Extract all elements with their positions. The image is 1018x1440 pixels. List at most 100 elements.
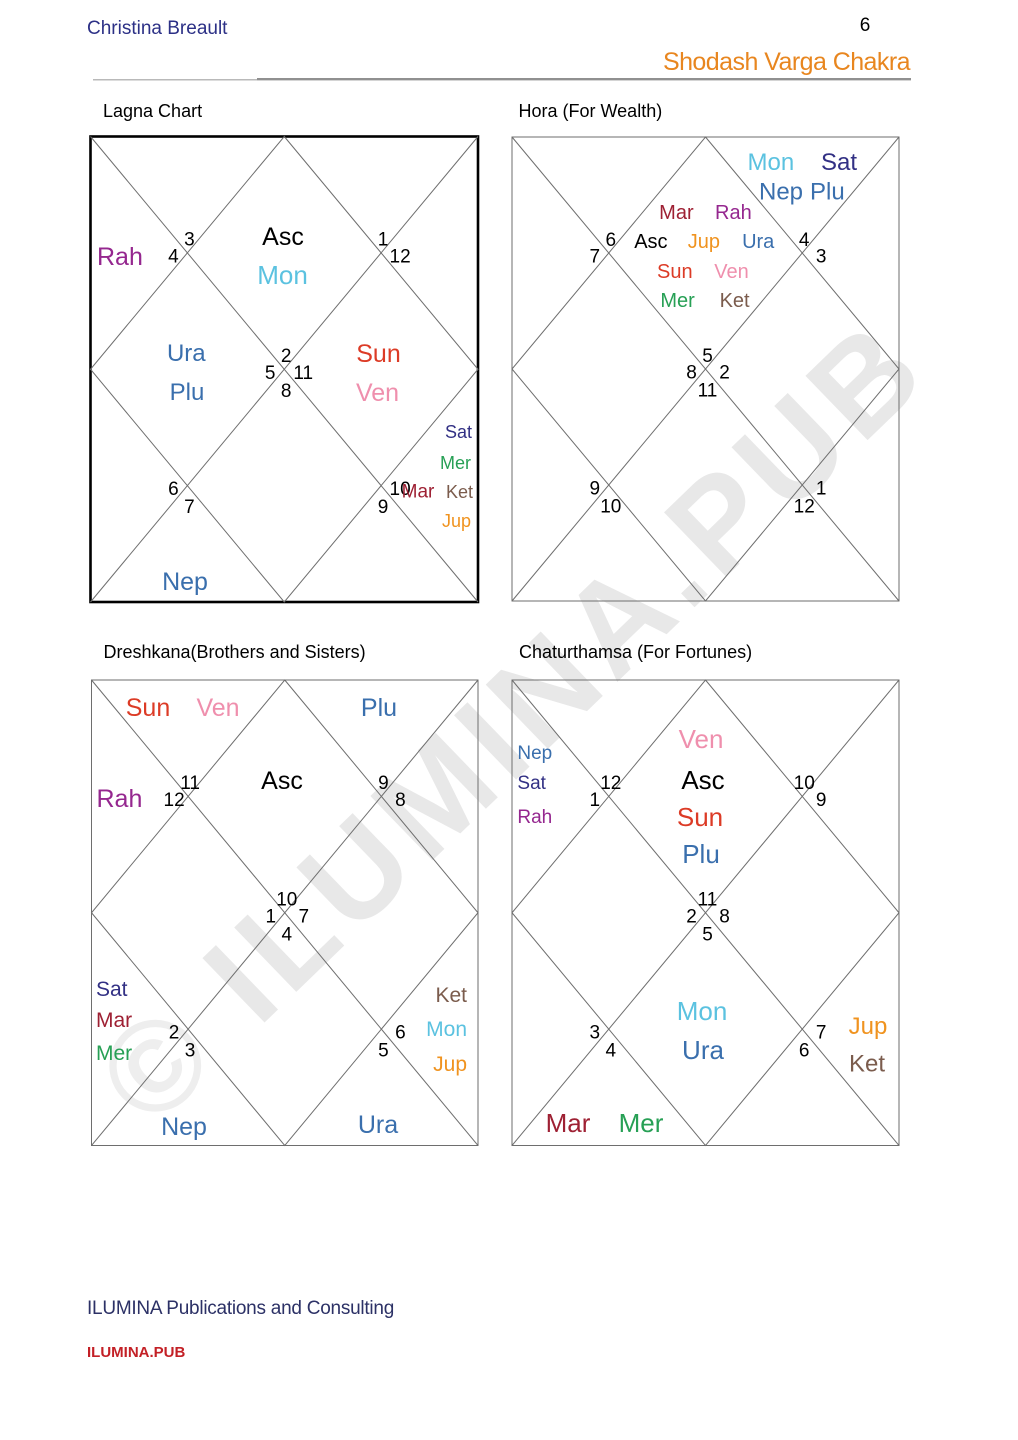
svg-text:11: 11 [698, 381, 718, 402]
svg-text:Ven: Ven [196, 694, 239, 722]
svg-text:Rah: Rah [517, 807, 552, 828]
svg-text:Jup: Jup [849, 1013, 888, 1040]
svg-text:6: 6 [799, 1041, 810, 1062]
svg-text:Ven: Ven [356, 379, 399, 407]
svg-text:11: 11 [293, 363, 313, 384]
svg-text:6: 6 [395, 1023, 406, 1044]
svg-text:7: 7 [299, 906, 310, 927]
svg-text:Ura: Ura [742, 231, 775, 253]
svg-text:Plu: Plu [170, 379, 205, 406]
svg-text:Chaturthamsa (For Fortunes): Chaturthamsa (For Fortunes) [519, 642, 752, 662]
svg-text:Christina Breault: Christina Breault [87, 18, 228, 39]
svg-text:Asc: Asc [681, 765, 724, 795]
svg-text:Mer: Mer [660, 290, 695, 312]
svg-text:Hora (For Wealth): Hora (For Wealth) [519, 101, 663, 121]
svg-text:6: 6 [860, 15, 871, 36]
svg-text:Nep: Nep [162, 568, 208, 596]
svg-text:2: 2 [686, 906, 697, 927]
svg-text:1: 1 [816, 479, 827, 500]
svg-text:Nep: Nep [517, 743, 552, 764]
svg-text:8: 8 [719, 906, 730, 927]
svg-text:Sun: Sun [677, 802, 723, 832]
svg-text:Ura: Ura [167, 340, 206, 367]
svg-text:Mon: Mon [426, 1018, 467, 1041]
svg-text:Asc: Asc [634, 231, 667, 253]
svg-text:2: 2 [281, 346, 292, 367]
svg-text:ILUMINA.PUB: ILUMINA.PUB [87, 1344, 185, 1361]
svg-text:8: 8 [281, 381, 292, 402]
svg-text:3: 3 [816, 247, 827, 268]
svg-text:Mon: Mon [257, 260, 308, 290]
svg-text:10: 10 [794, 773, 815, 794]
svg-text:10: 10 [390, 479, 411, 500]
svg-text:Ura: Ura [358, 1111, 398, 1139]
svg-text:Sun: Sun [126, 694, 170, 722]
svg-text:Sat: Sat [821, 149, 857, 176]
svg-text:Mer: Mer [440, 453, 471, 473]
svg-text:Asc: Asc [261, 767, 303, 795]
svg-text:4: 4 [606, 1041, 617, 1062]
svg-text:11: 11 [698, 890, 718, 911]
svg-text:Lagna Chart: Lagna Chart [103, 101, 202, 121]
svg-text:8: 8 [395, 790, 406, 811]
svg-text:9: 9 [378, 497, 389, 518]
svg-text:5: 5 [265, 363, 276, 384]
svg-text:7: 7 [816, 1023, 827, 1044]
svg-text:9: 9 [816, 790, 827, 811]
svg-text:12: 12 [164, 790, 185, 811]
svg-text:3: 3 [185, 1041, 196, 1062]
svg-text:4: 4 [282, 924, 293, 945]
svg-text:2: 2 [719, 363, 730, 384]
svg-text:Sun: Sun [356, 340, 400, 368]
svg-text:Sat: Sat [445, 422, 472, 442]
svg-text:4: 4 [799, 230, 810, 251]
svg-text:Sun: Sun [657, 261, 693, 283]
svg-text:Jup: Jup [433, 1053, 467, 1076]
svg-text:Mar: Mar [546, 1108, 591, 1138]
svg-text:1: 1 [266, 906, 277, 927]
svg-text:Jup: Jup [442, 511, 471, 531]
svg-text:Mar: Mar [96, 1009, 132, 1032]
svg-text:Jup: Jup [688, 231, 720, 253]
svg-text:Ket: Ket [435, 984, 467, 1007]
svg-text:Dreshkana(Brothers and Sisters: Dreshkana(Brothers and Sisters) [104, 642, 366, 662]
svg-text:10: 10 [276, 890, 297, 911]
svg-text:Ket: Ket [849, 1051, 885, 1078]
svg-text:Ven: Ven [679, 724, 724, 754]
svg-text:Mer: Mer [619, 1108, 664, 1138]
svg-text:ILUMINA Publications and Consu: ILUMINA Publications and Consulting [87, 1298, 394, 1319]
svg-text:Sat: Sat [96, 978, 128, 1001]
svg-text:Mar: Mar [402, 482, 435, 503]
svg-text:12: 12 [794, 497, 815, 518]
svg-text:9: 9 [378, 773, 389, 794]
svg-text:Shodash Varga Chakra: Shodash Varga Chakra [663, 48, 911, 76]
svg-text:12: 12 [390, 247, 411, 268]
svg-text:2: 2 [169, 1023, 180, 1044]
svg-text:Asc: Asc [262, 223, 304, 251]
svg-text:Ket: Ket [446, 482, 473, 502]
svg-text:1: 1 [590, 790, 601, 811]
svg-text:Rah: Rah [97, 243, 143, 271]
svg-text:7: 7 [184, 497, 195, 518]
svg-text:Nep: Nep [759, 179, 803, 206]
svg-text:5: 5 [378, 1041, 389, 1062]
svg-text:10: 10 [600, 497, 621, 518]
svg-text:Nep: Nep [161, 1113, 207, 1141]
svg-text:7: 7 [590, 247, 601, 268]
svg-text:9: 9 [590, 479, 601, 500]
svg-text:6: 6 [606, 230, 617, 251]
svg-text:4: 4 [168, 247, 179, 268]
svg-text:Mon: Mon [748, 149, 795, 176]
svg-text:8: 8 [686, 363, 697, 384]
svg-text:6: 6 [168, 479, 179, 500]
svg-text:5: 5 [702, 346, 713, 367]
svg-text:Rah: Rah [715, 202, 752, 224]
svg-text:Rah: Rah [97, 785, 143, 813]
svg-text:3: 3 [184, 230, 195, 251]
svg-text:Ven: Ven [714, 261, 748, 283]
svg-text:12: 12 [600, 773, 621, 794]
svg-text:11: 11 [180, 773, 200, 794]
svg-text:Plu: Plu [361, 694, 397, 722]
svg-text:Plu: Plu [810, 179, 845, 206]
svg-text:Ura: Ura [682, 1035, 724, 1065]
